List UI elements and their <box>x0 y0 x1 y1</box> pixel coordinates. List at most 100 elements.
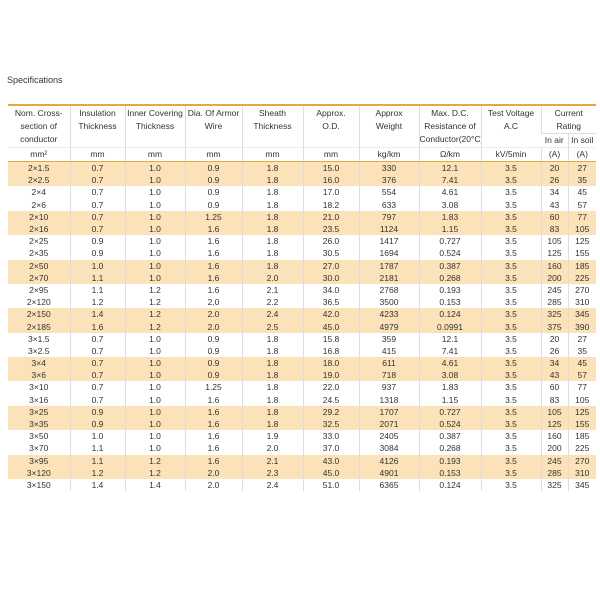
table-cell: 0.7 <box>69 210 125 223</box>
table-row: 3×95 1.1 1.2 1.6 2.1 43.0 4126 0.193 3.5 245 270 <box>8 454 596 467</box>
unit-cell: (A) <box>567 147 596 162</box>
table-cell: 330 <box>358 161 419 175</box>
table-row: 3×120 1.2 1.2 2.0 2.3 45.0 4901 0.153 3.5 285 310 <box>8 466 596 479</box>
table-cell: 125 <box>540 417 568 431</box>
table-cell: 200 <box>540 442 568 455</box>
table-cell: 1.15 <box>418 222 481 236</box>
table-cell: 22.0 <box>302 381 359 394</box>
table-cell: 77 <box>567 381 596 394</box>
table-cell: 125 <box>567 405 596 418</box>
table-row: 3×35 0.9 1.0 1.6 1.8 32.5 2071 0.524 3.5 125 155 <box>8 417 596 431</box>
table-cell: 3.5 <box>480 259 541 272</box>
table-cell: 1.8 <box>241 186 303 199</box>
table-cell: 3.5 <box>480 222 541 236</box>
header-text: Max. D.C. <box>431 108 469 118</box>
table-cell: 83 <box>540 393 568 406</box>
table-cell: 0.268 <box>418 442 481 455</box>
table-cell: 1.6 <box>184 222 242 236</box>
table-cell: 611 <box>358 357 419 370</box>
table-cell: 2×150 <box>8 308 70 321</box>
header-text: section of <box>20 121 57 131</box>
table-cell: 1.25 <box>184 381 242 394</box>
table-cell: 2071 <box>358 417 419 431</box>
table-cell: 2×2.5 <box>8 174 70 187</box>
table-cell: 83 <box>540 222 568 236</box>
table-cell: 105 <box>567 393 596 406</box>
header-text: Approx <box>375 108 403 118</box>
table-cell: 285 <box>540 466 568 479</box>
header-text: Nom. Cross- <box>14 108 63 118</box>
header-cell: Dia. Of Armor Wire <box>184 104 242 148</box>
table-cell: 2×4 <box>31 187 46 198</box>
header-cell: Current Rating <box>540 104 596 134</box>
header-text: A.C <box>503 121 519 131</box>
table-cell: 2181 <box>358 271 419 284</box>
unit-cell: mm² <box>8 147 70 162</box>
table-cell: 2.0 <box>184 296 242 309</box>
table-cell: 3.5 <box>480 161 541 175</box>
table-cell: 345 <box>567 478 596 492</box>
table-cell: 0.9 <box>69 247 125 260</box>
table-cell: 26 <box>540 344 568 357</box>
table-cell: 43 <box>540 198 568 211</box>
table-cell: 4.61 <box>418 186 481 199</box>
table-cell: 1.4 <box>124 478 185 492</box>
table-cell: 34.0 <box>302 283 359 297</box>
table-cell: 3×2.5 <box>27 345 50 356</box>
table-row: 3×1.5 0.7 1.0 0.9 1.8 15.8 359 12.1 3.5 20 27 <box>8 332 596 345</box>
table-cell: 0.7 <box>69 369 125 382</box>
table-cell: 2.0 <box>184 478 242 492</box>
table-cell: 325 <box>540 478 568 492</box>
table-cell: 0.193 <box>418 283 481 297</box>
table-cell: 0.268 <box>418 271 481 284</box>
header-text: Test Voltage <box>487 108 535 118</box>
table-cell: 36.5 <box>302 296 359 309</box>
table-row: 3×10 0.7 1.0 1.25 1.8 22.0 937 1.83 3.5 60 77 <box>8 381 596 394</box>
table-cell: 30.0 <box>302 271 359 284</box>
table-cell: 3×70 <box>29 443 49 454</box>
table-cell: 45 <box>567 186 596 199</box>
table-cell: 2.1 <box>241 454 303 467</box>
table-cell: 45.0 <box>302 466 359 479</box>
table-row: 3×2.5 0.7 1.0 0.9 1.8 16.8 415 7.41 3.5 26 35 <box>8 344 596 357</box>
table-cell: 1.0 <box>124 259 185 272</box>
table-cell: 270 <box>567 454 596 467</box>
table-cell: 1.6 <box>184 454 242 467</box>
header-row: Nom. Cross-section of conductor Insulation… <box>8 104 596 148</box>
table-cell: 1.0 <box>124 210 185 223</box>
header-text: Approx. <box>316 108 346 118</box>
header-text: Rating <box>556 121 582 131</box>
table-cell: 60 <box>540 381 568 394</box>
table-cell: 0.9 <box>184 174 242 187</box>
table-cell: 1.83 <box>418 210 481 223</box>
table-cell: 12.1 <box>418 161 481 175</box>
table-cell: 0.124 <box>418 478 481 492</box>
table-cell: 0.0991 <box>418 320 481 333</box>
table-cell: 390 <box>567 320 596 333</box>
table-cell: 105 <box>567 222 596 236</box>
table-cell: 35 <box>567 174 596 187</box>
table-cell: 3×6 <box>8 369 70 382</box>
table-cell: 1.0 <box>69 430 125 443</box>
header-text: Insulation <box>79 108 116 118</box>
table-cell: 633 <box>358 198 419 211</box>
table-cell: 1.2 <box>124 320 185 333</box>
unit-cell: Ω/km <box>418 147 481 162</box>
table-cell: 1.6 <box>184 393 242 406</box>
table-row: 3×4 0.7 1.0 0.9 1.8 18.0 611 4.61 3.5 34 45 <box>8 357 596 370</box>
table-row: 2×6 0.7 1.0 0.9 1.8 18.2 633 3.08 3.5 43 57 <box>8 198 596 211</box>
table-row: 3×16 0.7 1.0 1.6 1.8 24.5 1318 1.15 3.5 83 105 <box>8 393 596 406</box>
table-cell: 225 <box>567 442 596 455</box>
table-cell: 1.0 <box>124 442 185 455</box>
unit-cell: mm <box>184 147 242 162</box>
table-cell: 43 <box>540 369 568 382</box>
table-cell: 0.7 <box>69 357 125 370</box>
table-cell: 1.8 <box>241 393 303 406</box>
header-text: Thickness <box>135 121 175 131</box>
table-cell: 2.3 <box>241 466 303 479</box>
table-cell: 0.9 <box>184 198 242 211</box>
table-cell: 20 <box>540 332 568 345</box>
table-cell: 1.9 <box>241 430 303 443</box>
section-title: Specifications <box>7 75 63 85</box>
table-cell: 1.8 <box>241 198 303 211</box>
